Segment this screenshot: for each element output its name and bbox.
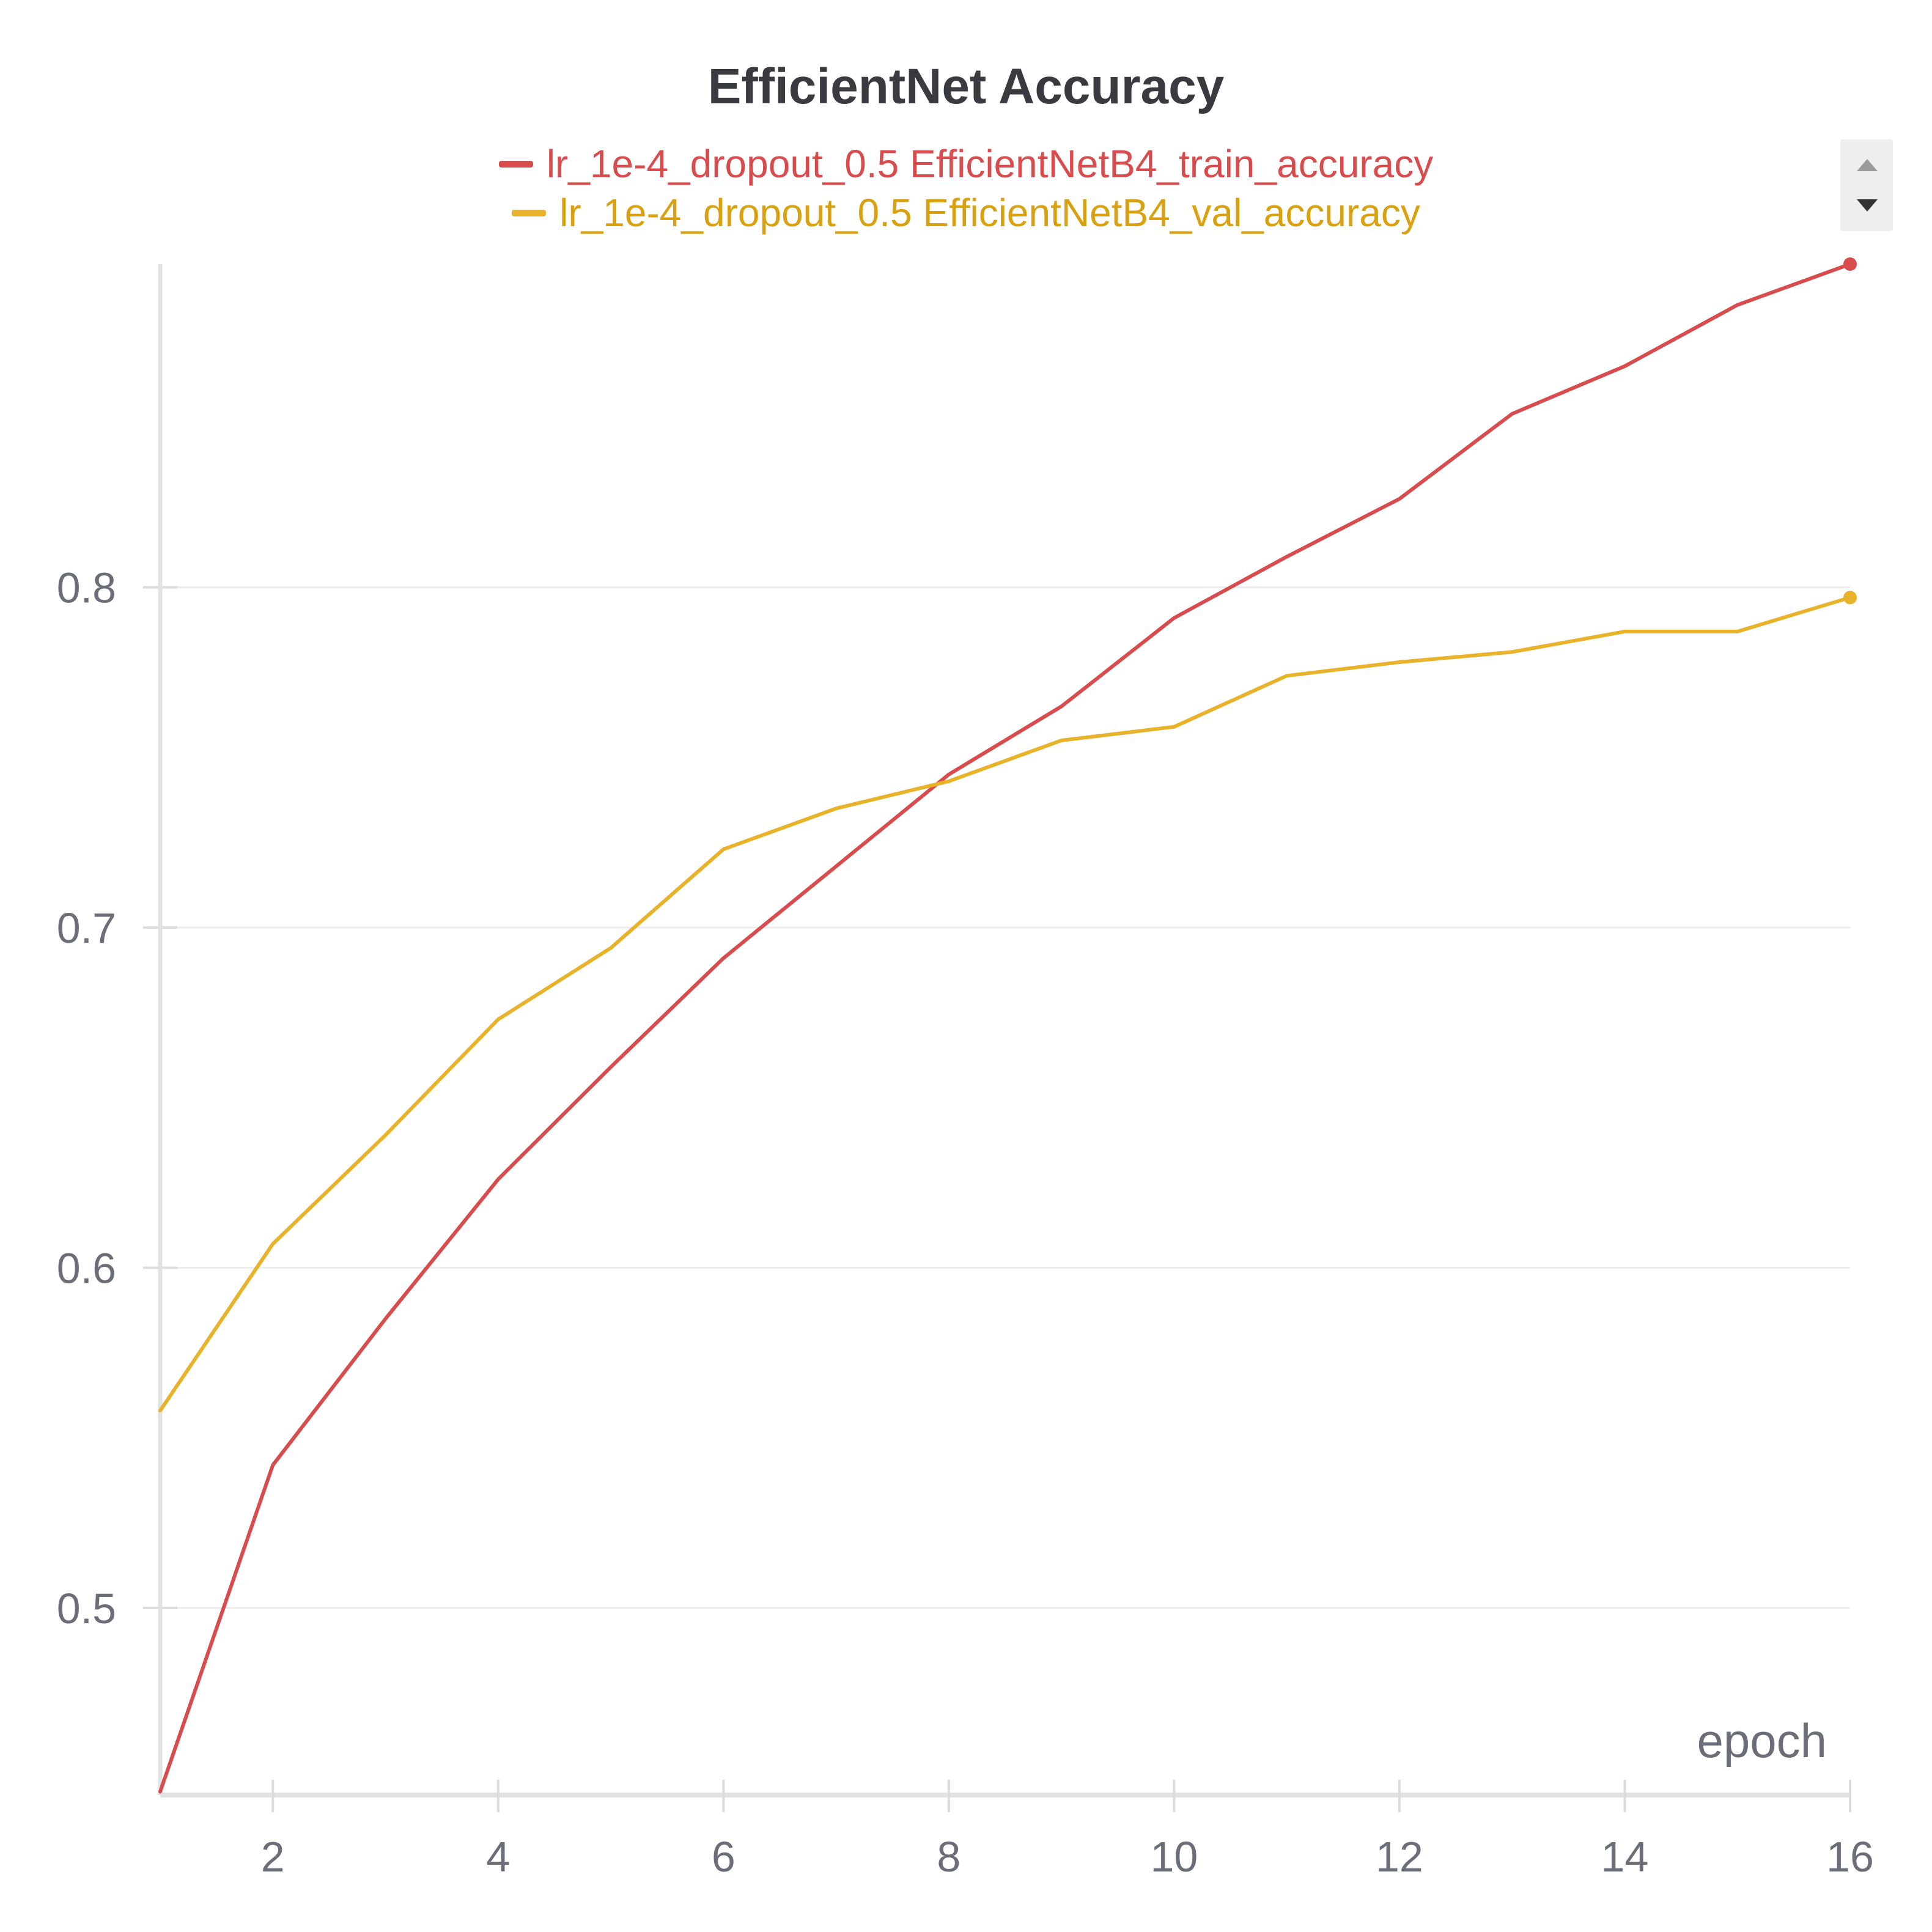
legend: lr_1e-4_dropout_0.5 EfficientNetB4_train… [0,139,1932,237]
x-axis-title: epoch [1697,1714,1827,1768]
y-tick-label: 0.5 [57,1585,116,1632]
legend-swatch-train [498,160,533,168]
y-tick-label: 0.6 [57,1245,116,1292]
tick-labels: 0.5 0.6 0.7 0.8 2 4 6 8 10 12 14 16 [57,564,1874,1881]
y-tick-label: 0.8 [57,564,116,612]
series-lines [158,257,1857,1794]
series-line-train [158,262,1852,1794]
chart-title: EfficientNet Accuracy [707,59,1225,114]
x-tick-label: 10 [1150,1833,1198,1881]
grid-lines [160,586,1850,1609]
legend-label-val: lr_1e-4_dropout_0.5 EfficientNetB4_val_a… [559,191,1420,235]
x-tick-label: 4 [486,1833,510,1881]
legend-label-train: lr_1e-4_dropout_0.5 EfficientNetB4_train… [546,142,1434,186]
series-end-point-train [1843,257,1857,271]
x-tick-label: 16 [1826,1833,1874,1881]
scroll-up-icon[interactable] [1857,159,1878,171]
axes [143,264,1851,1812]
series-end-point-val [1843,591,1857,605]
x-tick-label: 6 [712,1833,736,1881]
x-tick-label: 14 [1601,1833,1649,1881]
legend-item-train[interactable]: lr_1e-4_dropout_0.5 EfficientNetB4_train… [0,139,1932,188]
x-tick-label: 2 [261,1833,285,1881]
y-tick-label: 0.7 [57,904,116,952]
scroll-down-icon[interactable] [1857,199,1878,212]
series-line-val [158,595,1852,1413]
legend-scroller[interactable] [1840,139,1893,231]
x-tick-label: 8 [937,1833,960,1881]
legend-item-val[interactable]: lr_1e-4_dropout_0.5 EfficientNetB4_val_a… [0,188,1932,237]
legend-swatch-val [512,209,547,216]
x-tick-label: 12 [1376,1833,1423,1881]
